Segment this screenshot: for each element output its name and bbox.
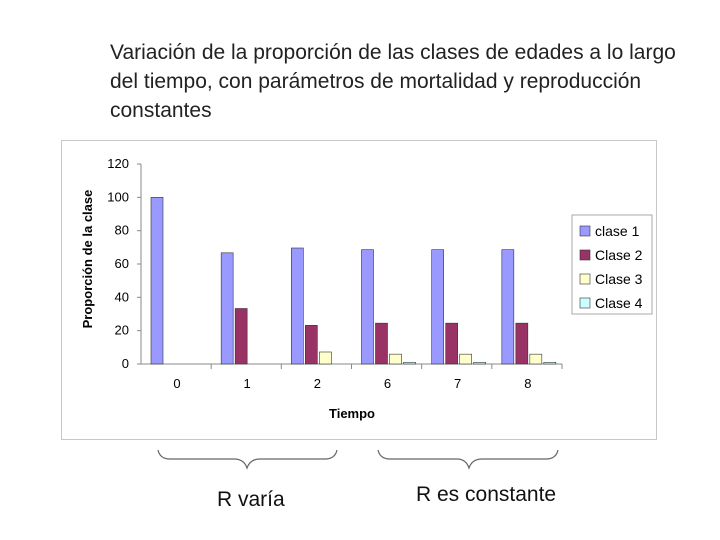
y-tick-label: 0: [122, 356, 129, 371]
annotation-r-constante: R es constante: [416, 483, 557, 506]
bar-clase-1-t2: [291, 247, 304, 365]
legend-label: Clase 3: [595, 271, 643, 287]
bar-clase-4-t7: [473, 362, 486, 365]
bar-clase-1-t0: [150, 197, 164, 365]
chart-axes: [137, 163, 563, 369]
y-axis-label: Proporción de la clase: [80, 190, 95, 329]
y-tick-label: 40: [115, 289, 129, 304]
bar-clase-2-t1: [234, 308, 248, 365]
x-tick-label: 8: [524, 376, 531, 391]
bar-clase-1-t1: [220, 252, 234, 365]
bar-clase-2-t8: [515, 322, 529, 365]
bar-clase-1-t7: [431, 249, 444, 365]
bar-clase-2-t2: [305, 325, 318, 365]
chart-frame: 0 1 2 6 7 8 0 20 40 60 80 100 120 clase 1 Clase 2 Cla…: [61, 140, 657, 440]
legend-swatch: [579, 249, 591, 261]
legend-swatch: [579, 297, 591, 309]
x-tick-label: 0: [173, 376, 180, 391]
legend-swatch: [579, 273, 591, 285]
chart-legend: clase 1 Clase 2 Clase 3 Clase 4: [571, 214, 653, 315]
chart-bars: [150, 197, 557, 365]
x-tick-label: 2: [314, 376, 321, 391]
y-tick-label: 80: [115, 223, 129, 238]
legend-label: clase 1: [595, 223, 640, 239]
bar-clase-3-t7: [459, 353, 472, 365]
y-tick-label: 20: [115, 323, 129, 338]
bar-clase-2-t6: [375, 322, 388, 365]
bar-chart: 0 1 2 6 7 8 0 20 40 60 80 100 120 clase 1 Clase 2 Cla…: [80, 156, 653, 421]
y-tick-label: 100: [107, 189, 129, 204]
legend-label: Clase 4: [595, 295, 643, 311]
annotation-r-varia: R varía: [217, 488, 285, 511]
x-tick-label: 1: [244, 376, 251, 391]
legend-swatch: [579, 225, 591, 237]
bar-clase-4-t6: [403, 362, 416, 365]
y-tick-label: 120: [107, 156, 129, 171]
bar-clase-4-t8: [543, 362, 557, 365]
x-tick-label: 7: [454, 376, 461, 391]
bar-clase-2-t7: [445, 322, 458, 365]
x-axis-label: Tiempo: [329, 406, 375, 421]
bar-clase-1-t8: [501, 249, 515, 365]
brace-right: [377, 449, 559, 470]
x-tick-labels: 0 1 2 6 7 8: [173, 376, 531, 391]
y-tick-label: 60: [115, 256, 129, 271]
bar-clase-3-t2: [319, 351, 332, 365]
bar-clase-3-t8: [529, 353, 543, 365]
bar-clase-3-t6: [389, 353, 402, 365]
legend-label: Clase 2: [595, 247, 643, 263]
x-tick-label: 6: [384, 376, 391, 391]
y-tick-labels: 0 20 40 60 80 100 120: [107, 156, 129, 371]
brace-left: [157, 449, 338, 470]
slide-title: Variación de la proporción de las clases…: [110, 41, 676, 122]
bar-clase-1-t6: [361, 249, 374, 365]
